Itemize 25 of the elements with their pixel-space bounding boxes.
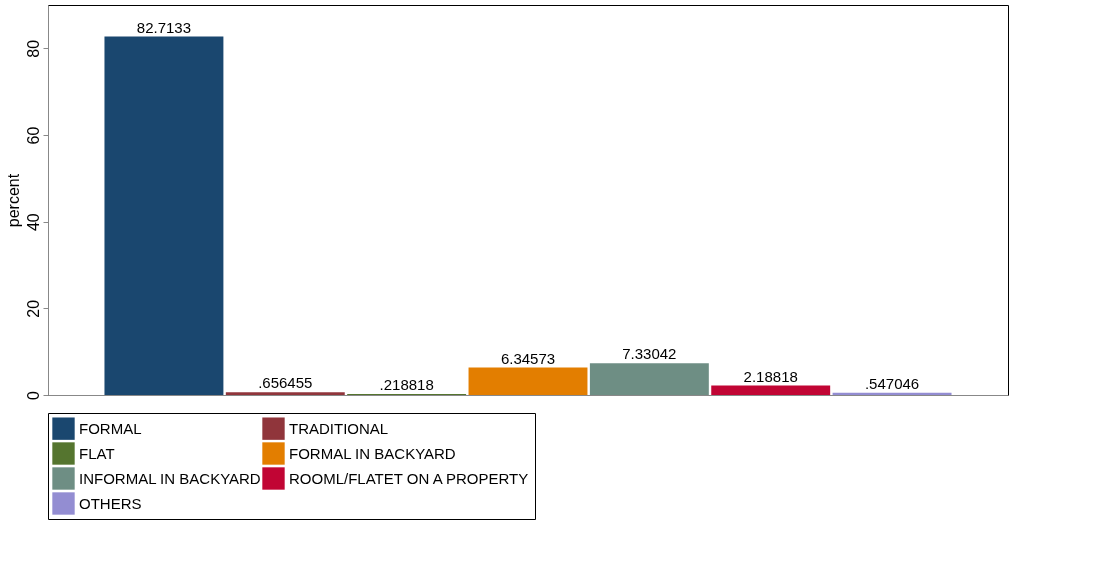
y-tick-label: 60 [24, 126, 42, 145]
bar [468, 367, 588, 395]
data-label: 82.7133 [136, 18, 192, 36]
data-label: 7.33042 [622, 345, 677, 363]
bar [225, 392, 345, 395]
legend-label: TRADITIONAL [289, 419, 389, 437]
legend-label: FORMAL [79, 419, 142, 437]
legend-label: ROOML/FLATET ON A PROPERTY [289, 469, 529, 487]
data-label: .218818 [379, 376, 434, 394]
bar [104, 36, 224, 395]
bar [711, 385, 831, 395]
data-label: 2.18818 [743, 367, 798, 385]
legend-label: OTHERS [79, 494, 142, 512]
legend-label: FLAT [79, 444, 115, 462]
y-tick-label: 40 [24, 213, 42, 232]
data-label: .656455 [258, 374, 313, 392]
legend-label: FORMAL IN BACKYARD [289, 444, 456, 462]
bar [589, 363, 709, 395]
legend-label: INFORMAL IN BACKYARD [79, 469, 261, 487]
y-axis-title: percent [4, 173, 22, 228]
data-label: 6.34573 [500, 349, 556, 367]
y-tick-label: 20 [24, 299, 42, 318]
y-tick-label: 0 [24, 390, 42, 400]
data-label: .547046 [864, 374, 920, 392]
y-tick-label: 80 [24, 39, 42, 58]
